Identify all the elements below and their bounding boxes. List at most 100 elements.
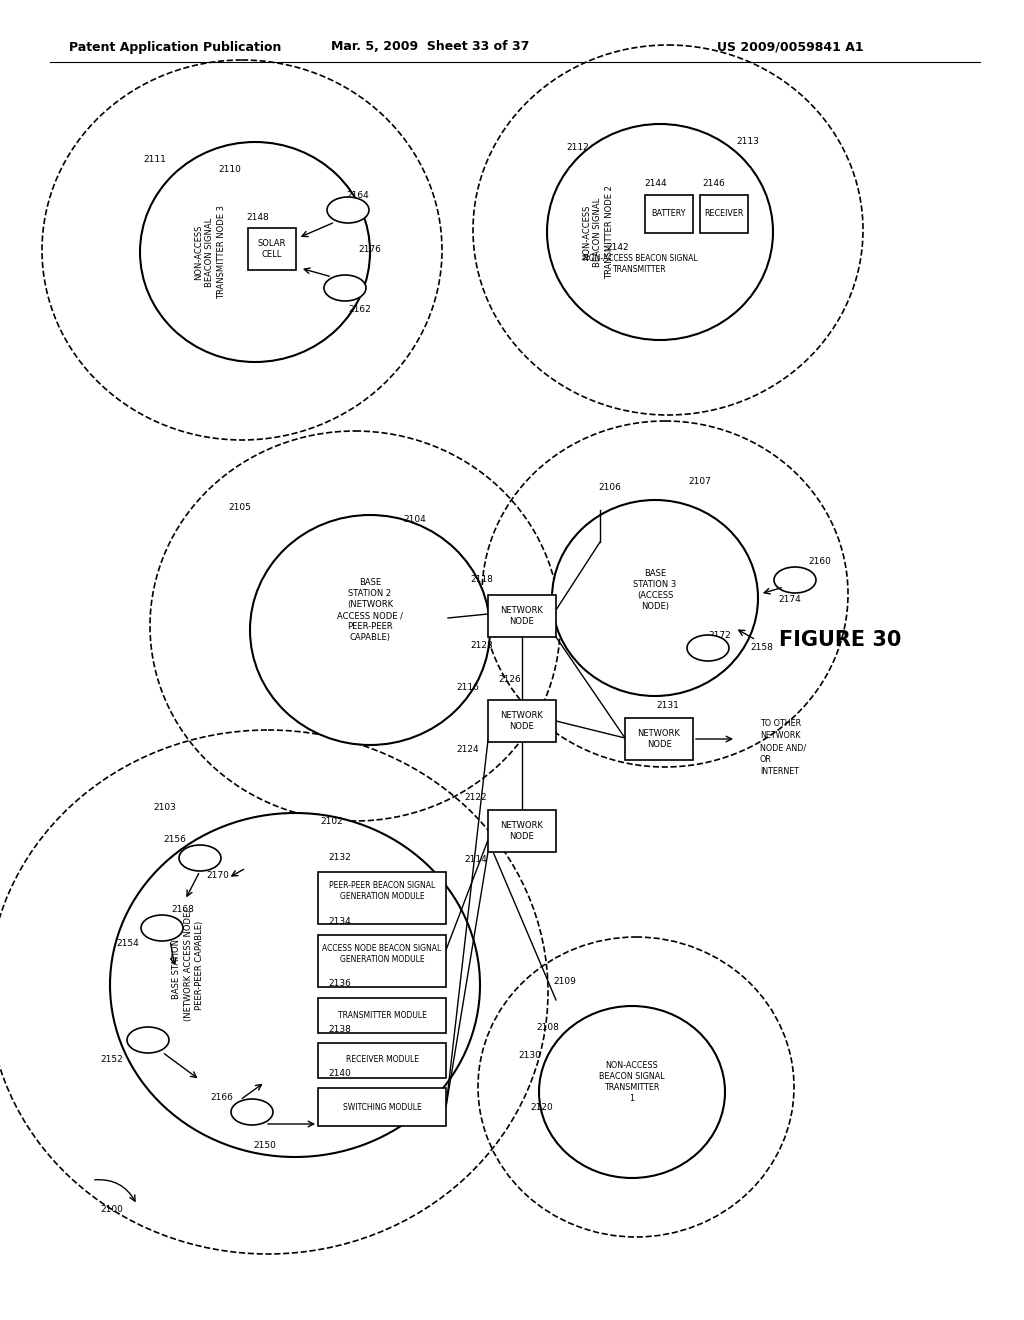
Text: SOLAR
CELL: SOLAR CELL	[258, 239, 286, 259]
Text: NETWORK
NODE: NETWORK NODE	[638, 729, 680, 748]
Text: 2114: 2114	[465, 855, 487, 865]
Ellipse shape	[140, 143, 370, 362]
Text: 2102: 2102	[321, 817, 343, 826]
Text: 2154: 2154	[117, 940, 139, 949]
Text: INTERNET: INTERNET	[760, 767, 799, 776]
Text: PEER-PEER BEACON SIGNAL
GENERATION MODULE: PEER-PEER BEACON SIGNAL GENERATION MODUL…	[329, 880, 435, 902]
Text: 2128: 2128	[471, 642, 494, 651]
Text: US 2009/0059841 A1: US 2009/0059841 A1	[717, 41, 863, 54]
Text: BASE
STATION 3
(ACCESS
NODE): BASE STATION 3 (ACCESS NODE)	[634, 569, 677, 611]
Text: MN8: MN8	[337, 206, 359, 214]
Text: 2146: 2146	[702, 178, 725, 187]
Ellipse shape	[141, 915, 183, 941]
Text: ACCESS NODE BEACON SIGNAL
GENERATION MODULE: ACCESS NODE BEACON SIGNAL GENERATION MOD…	[323, 944, 441, 964]
Text: 2116: 2116	[457, 684, 479, 693]
Ellipse shape	[774, 568, 816, 593]
Text: RECEIVER MODULE: RECEIVER MODULE	[345, 1056, 419, 1064]
Text: 2100: 2100	[100, 1205, 124, 1214]
Text: 2152: 2152	[100, 1056, 123, 1064]
Bar	[488, 700, 556, 742]
Text: 2106: 2106	[599, 483, 622, 492]
Text: MN1: MN1	[241, 1107, 263, 1117]
Text: 2110: 2110	[218, 165, 242, 174]
Ellipse shape	[327, 197, 369, 223]
Bar	[645, 195, 693, 234]
Text: NETWORK
NODE: NETWORK NODE	[501, 821, 544, 841]
Text: 2144: 2144	[645, 178, 668, 187]
Ellipse shape	[127, 1027, 169, 1053]
Text: MN6: MN6	[783, 576, 807, 585]
Text: 2168: 2168	[172, 906, 195, 915]
Text: 2130: 2130	[518, 1051, 542, 1060]
Bar	[318, 873, 446, 924]
Text: NETWORK: NETWORK	[760, 731, 801, 741]
Bar	[318, 998, 446, 1034]
Text: BASE STATION 1
(NETWORK ACCESS NODE/
PEER-PEER CAPABLE): BASE STATION 1 (NETWORK ACCESS NODE/ PEE…	[172, 909, 204, 1022]
Text: 2108: 2108	[537, 1023, 559, 1032]
Ellipse shape	[231, 1100, 273, 1125]
Text: TO OTHER: TO OTHER	[760, 719, 801, 729]
Text: 2150: 2150	[254, 1140, 276, 1150]
Bar	[248, 228, 296, 271]
Ellipse shape	[179, 845, 221, 871]
Ellipse shape	[687, 635, 729, 661]
Text: Mar. 5, 2009  Sheet 33 of 37: Mar. 5, 2009 Sheet 33 of 37	[331, 41, 529, 54]
Ellipse shape	[552, 500, 758, 696]
Text: 2113: 2113	[736, 137, 760, 147]
Text: 2138: 2138	[329, 1026, 351, 1035]
Text: NETWORK
NODE: NETWORK NODE	[501, 606, 544, 626]
Text: 2170: 2170	[207, 871, 229, 880]
Text: 2132: 2132	[329, 854, 351, 862]
Text: 2109: 2109	[554, 978, 577, 986]
Text: OR: OR	[760, 755, 772, 764]
Text: 2176: 2176	[358, 246, 381, 255]
Ellipse shape	[547, 124, 773, 341]
Bar	[318, 1088, 446, 1126]
Text: 2131: 2131	[656, 701, 680, 710]
Text: 2136: 2136	[329, 979, 351, 989]
Bar	[318, 935, 446, 987]
Text: MN3: MN3	[151, 924, 173, 932]
Text: MN5: MN5	[696, 644, 720, 652]
Text: BASE
STATION 2
(NETWORK
ACCESS NODE /
PEER-PEER
CAPABLE): BASE STATION 2 (NETWORK ACCESS NODE / PE…	[337, 578, 403, 643]
Text: 2172: 2172	[709, 631, 731, 639]
Text: 2142: 2142	[606, 243, 630, 252]
Text: 2122: 2122	[465, 793, 487, 803]
Text: NON-ACCESS
BEACON SIGNAL
TRANSMITTER NODE 2: NON-ACCESS BEACON SIGNAL TRANSMITTER NOD…	[583, 185, 613, 279]
Text: FIGURE 30: FIGURE 30	[779, 630, 901, 649]
Text: 2105: 2105	[228, 503, 252, 512]
Text: 2166: 2166	[211, 1093, 233, 1102]
Text: MN7: MN7	[334, 284, 356, 293]
Text: NON-ACCESS
BEACON SIGNAL
TRANSMITTER
1: NON-ACCESS BEACON SIGNAL TRANSMITTER 1	[599, 1061, 665, 1104]
Text: 2118: 2118	[471, 576, 494, 585]
Text: 2160: 2160	[809, 557, 831, 566]
Text: 2120: 2120	[530, 1104, 553, 1113]
Text: NON-ACCESS BEACON SIGNAL
TRANSMITTER: NON-ACCESS BEACON SIGNAL TRANSMITTER	[583, 253, 697, 275]
Text: NON-ACCESS
BEACON SIGNAL
TRANSMITTER NODE 3: NON-ACCESS BEACON SIGNAL TRANSMITTER NOD…	[195, 205, 225, 300]
Text: 2103: 2103	[154, 804, 176, 813]
Ellipse shape	[324, 275, 366, 301]
Text: 2174: 2174	[778, 595, 802, 605]
Text: 2162: 2162	[348, 305, 372, 314]
Text: 2126: 2126	[499, 676, 521, 685]
Bar	[700, 195, 748, 234]
Text: 2124: 2124	[457, 746, 479, 755]
Text: BATTERY: BATTERY	[651, 210, 686, 219]
Text: TRANSMITTER MODULE: TRANSMITTER MODULE	[338, 1011, 426, 1019]
Bar	[318, 1043, 446, 1078]
Bar	[488, 810, 556, 851]
Ellipse shape	[110, 813, 480, 1158]
Text: 2104: 2104	[403, 516, 426, 524]
Text: 2158: 2158	[750, 644, 773, 652]
Text: 2111: 2111	[143, 156, 167, 165]
Text: 2107: 2107	[688, 478, 712, 487]
Text: RECEIVER: RECEIVER	[705, 210, 743, 219]
Text: 2164: 2164	[347, 191, 370, 201]
Text: MN4: MN4	[188, 854, 212, 862]
Text: 2112: 2112	[566, 144, 590, 153]
Text: Patent Application Publication: Patent Application Publication	[69, 41, 282, 54]
Ellipse shape	[539, 1006, 725, 1177]
Text: 2148: 2148	[247, 214, 269, 223]
Ellipse shape	[250, 515, 490, 744]
Text: SWITCHING MODULE: SWITCHING MODULE	[343, 1102, 421, 1111]
